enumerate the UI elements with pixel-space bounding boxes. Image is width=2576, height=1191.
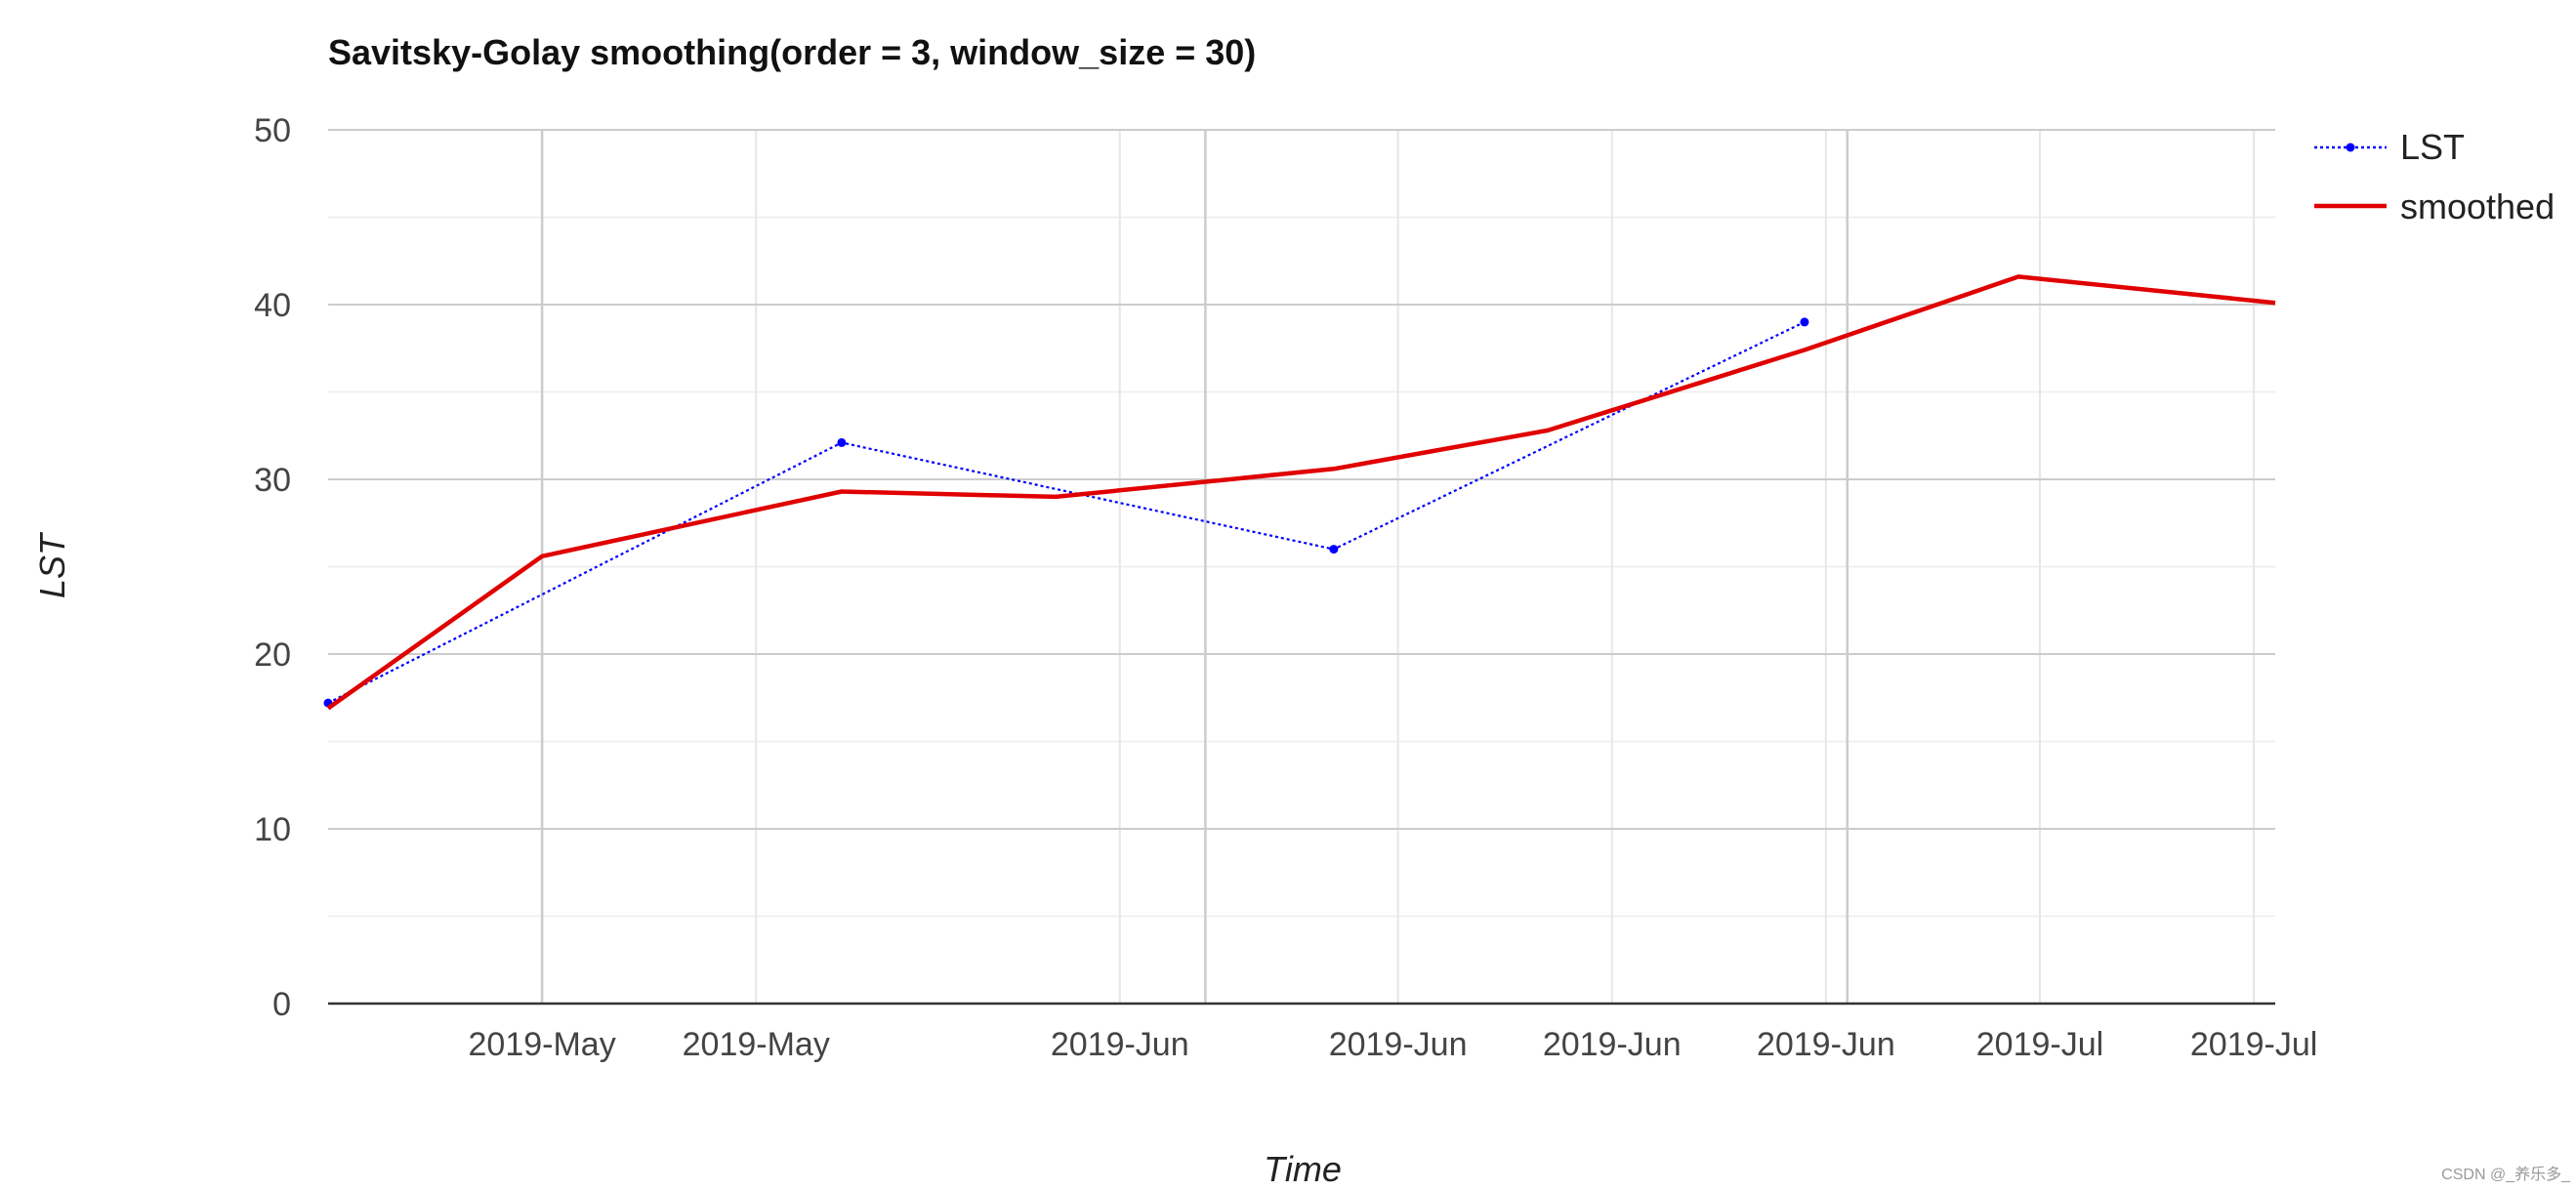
data-point-LST <box>1800 317 1809 327</box>
data-point-LST <box>837 437 847 447</box>
series-layer <box>323 274 2276 711</box>
data-point-LST <box>1329 545 1339 554</box>
chart-title: Savitsky-Golay smoothing(order = 3, wind… <box>328 32 1256 72</box>
x-tick-label: 2019-Jun <box>1757 1026 1895 1063</box>
x-tick-label: 2019-Jul <box>2190 1026 2317 1063</box>
legend-lst-label: LST <box>2400 127 2465 167</box>
x-axis-title: Time <box>1264 1149 1342 1189</box>
y-tick-label: 30 <box>254 462 291 499</box>
y-tick-label: 20 <box>254 637 291 674</box>
y-tick-label: 0 <box>272 986 291 1023</box>
x-tick-label: 2019-May <box>683 1026 830 1063</box>
legend: LST smoothed <box>2314 127 2555 226</box>
series-line-LST <box>327 320 1806 705</box>
y-tick-label: 40 <box>254 287 291 324</box>
y-tick-label: 10 <box>254 811 291 848</box>
major-gridlines <box>328 129 2275 1004</box>
watermark: CSDN @_养乐多_ <box>2441 1166 2571 1183</box>
x-tick-label: 2019-Jul <box>1976 1026 2103 1063</box>
tick-labels: 0 10 20 30 40 50 2019-May 2019-May 2019-Jun 2019-… <box>254 112 2317 1063</box>
x-tick-label: 2019-May <box>469 1026 616 1063</box>
series-line-smoothed <box>326 274 2276 711</box>
y-tick-label: 50 <box>254 112 291 149</box>
x-tick-label: 2019-Jun <box>1543 1026 1682 1063</box>
x-tick-label: 2019-Jun <box>1329 1026 1468 1063</box>
legend-lst-marker <box>2346 143 2355 152</box>
y-axis-title: LST <box>32 531 72 598</box>
minor-gridlines <box>328 130 2275 1004</box>
legend-smoothed-label: smoothed <box>2400 186 2555 226</box>
x-tick-label: 2019-Jun <box>1051 1026 1189 1063</box>
